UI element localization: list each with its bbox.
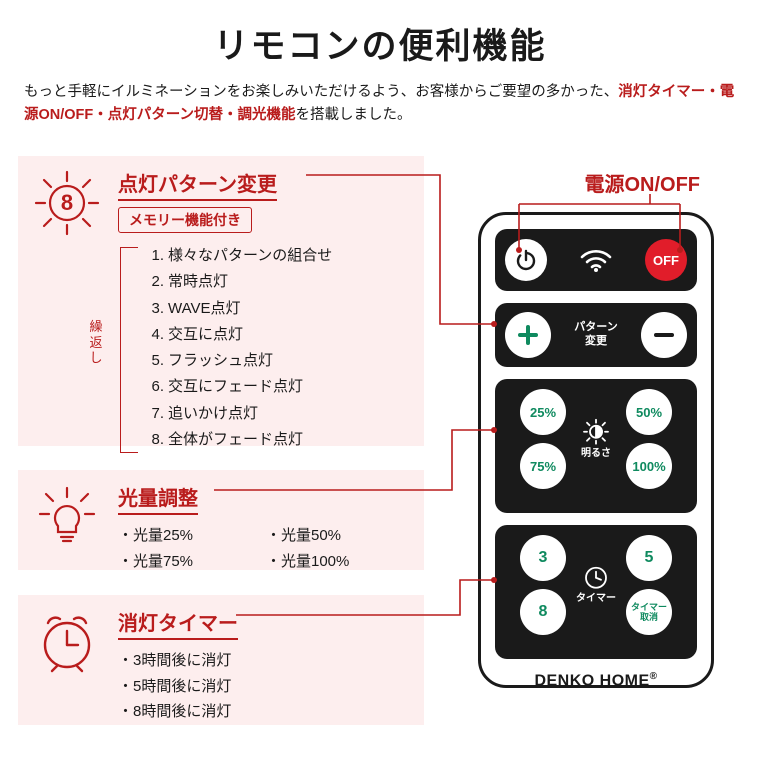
page-title: リモコンの便利機能 xyxy=(0,0,760,69)
timer-8-button[interactable]: 8 xyxy=(520,589,566,635)
panel-pattern-sub: メモリー機能付き xyxy=(118,207,252,233)
list-item: 2.常時点灯 xyxy=(142,269,408,295)
list-item: ・3時間後に消灯 xyxy=(118,648,408,674)
brightness-25-button[interactable]: 25% xyxy=(520,389,566,435)
timer-center-label: タイマー xyxy=(576,565,616,606)
repeat-label: 繰返し xyxy=(88,319,104,366)
list-item: 7.追いかけ点灯 xyxy=(142,401,408,427)
minus-icon xyxy=(651,322,677,348)
panel-pattern: 8 点灯パターン変更 メモリー機能付き 繰返し 1.様々なパターンの組合せ 2.… xyxy=(18,156,424,446)
bulb-icon: 8 xyxy=(32,168,102,238)
remote-group-pattern: パターン 変更 xyxy=(495,303,697,367)
list-item: ・光量75% xyxy=(118,549,260,575)
repeat-bracket xyxy=(120,247,138,453)
list-item: 3.WAVE点灯 xyxy=(142,296,408,322)
label-power: 電源ON/OFF xyxy=(584,168,700,197)
panel-timer-head: 消灯タイマー xyxy=(118,607,238,640)
power-off-button[interactable]: OFF xyxy=(645,239,687,281)
remote-group-top: OFF xyxy=(495,229,697,291)
signal-icon xyxy=(578,243,614,278)
plus-icon xyxy=(515,322,541,348)
list-item: 1.様々なパターンの組合せ xyxy=(142,243,408,269)
remote-group-brightness: 25% 50% 75% 100% 明るさ xyxy=(495,379,697,513)
pattern-prev-button[interactable] xyxy=(505,312,551,358)
pattern-count-badge: 8 xyxy=(32,168,102,238)
list-item: ・光量25% xyxy=(118,523,260,549)
list-item: 8.全体がフェード点灯 xyxy=(142,427,408,453)
list-item: 4.交互に点灯 xyxy=(142,322,408,348)
panel-brightness-head: 光量調整 xyxy=(118,482,198,515)
panel-timer: 消灯タイマー ・3時間後に消灯 ・5時間後に消灯 ・8時間後に消灯 xyxy=(18,595,424,725)
panel-pattern-head: 点灯パターン変更 xyxy=(118,168,277,201)
power-on-button[interactable] xyxy=(505,239,547,281)
remote-brand: DENKO HOME® xyxy=(495,671,697,690)
subtitle-tail: を搭載しました。 xyxy=(296,107,412,123)
list-item: 5.フラッシュ点灯 xyxy=(142,348,408,374)
list-item: ・5時間後に消灯 xyxy=(118,674,408,700)
brightness-center-label: 明るさ xyxy=(581,418,611,461)
list-item: ・光量100% xyxy=(266,549,408,575)
power-icon xyxy=(514,248,538,272)
timer-items: ・3時間後に消灯 ・5時間後に消灯 ・8時間後に消灯 xyxy=(118,648,408,725)
brightness-50-button[interactable]: 50% xyxy=(626,389,672,435)
pattern-center-label: パターン 変更 xyxy=(567,321,625,349)
clock-small-icon xyxy=(583,565,609,591)
list-item: ・光量50% xyxy=(266,523,408,549)
brightness-items: ・光量25% ・光量50% ・光量75% ・光量100% xyxy=(118,523,408,574)
page-subtitle: もっと手軽にイルミネーションをお楽しみいただけるよう、お客様からご要望の多かった… xyxy=(0,69,760,127)
half-sun-icon xyxy=(582,418,610,446)
list-item: 6.交互にフェード点灯 xyxy=(142,374,408,400)
remote: OFF パターン 変更 25% 50% 75% 100% xyxy=(478,212,714,688)
clock-icon xyxy=(32,607,102,677)
timer-5-button[interactable]: 5 xyxy=(626,535,672,581)
pattern-next-button[interactable] xyxy=(641,312,687,358)
brightness-icon xyxy=(32,482,102,552)
timer-cancel-button[interactable]: タイマー取消 xyxy=(626,589,672,635)
subtitle-plain: もっと手軽にイルミネーションをお楽しみいただけるよう、お客様からご要望の多かった… xyxy=(24,84,618,100)
timer-3-button[interactable]: 3 xyxy=(520,535,566,581)
panel-brightness: 光量調整 ・光量25% ・光量50% ・光量75% ・光量100% xyxy=(18,470,424,570)
pattern-list: 繰返し 1.様々なパターンの組合せ 2.常時点灯 3.WAVE点灯 4.交互に点… xyxy=(142,243,408,453)
brightness-75-button[interactable]: 75% xyxy=(520,443,566,489)
list-item: ・8時間後に消灯 xyxy=(118,699,408,725)
brightness-100-button[interactable]: 100% xyxy=(626,443,672,489)
remote-group-timer: 3 5 8 タイマー取消 タイマー xyxy=(495,525,697,659)
